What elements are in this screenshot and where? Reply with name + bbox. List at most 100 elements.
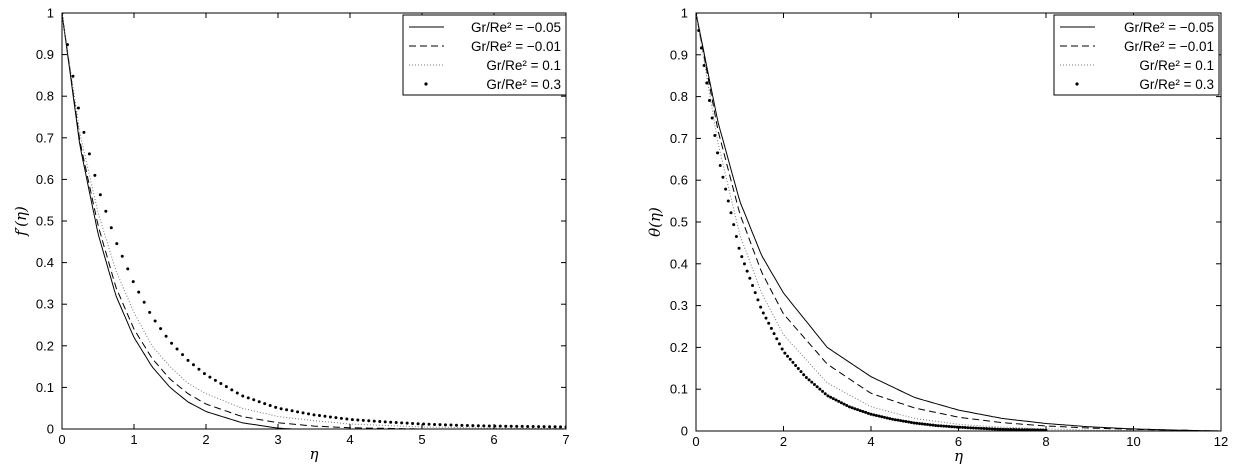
series-3-point — [290, 409, 294, 413]
series-3-point — [411, 421, 415, 425]
series-3-point — [786, 354, 790, 358]
series-3-point — [721, 175, 725, 179]
series-3-point — [1004, 427, 1008, 431]
series-3-point — [71, 74, 75, 78]
x-tick-label: 3 — [274, 432, 281, 447]
series-3-point — [241, 394, 245, 398]
series-3-point — [115, 242, 119, 246]
series-3-point — [740, 255, 744, 259]
y-tick-label: 0.2 — [36, 338, 54, 353]
series-3-point — [990, 427, 994, 431]
series-3-point — [224, 385, 228, 389]
series-3-point — [317, 414, 321, 418]
series-3-point — [939, 424, 943, 428]
series-3-point — [810, 380, 814, 384]
series-3-point — [818, 387, 822, 391]
series-3-point — [961, 425, 965, 429]
y-tick-label: 0 — [681, 424, 688, 439]
y-tick-label: 0.6 — [670, 173, 688, 188]
series-3-point — [885, 416, 889, 420]
series-3-point — [476, 424, 480, 428]
series-3-point — [389, 420, 393, 424]
series-3-point — [847, 405, 851, 409]
series-3-point — [82, 130, 86, 134]
x-tick-label: 4 — [867, 434, 874, 449]
series-3-point — [759, 305, 763, 309]
series-3-point — [872, 413, 876, 417]
series-3-point — [1033, 428, 1037, 431]
series-3-point — [901, 419, 905, 423]
series-3-point — [520, 424, 524, 428]
series-3-point — [120, 254, 124, 258]
series-3-point — [301, 411, 305, 415]
series-3-point — [142, 300, 146, 304]
series-3-point — [515, 424, 519, 428]
y-tick-label: 0.2 — [670, 340, 688, 355]
series-3-point — [438, 423, 442, 427]
series-3-point — [802, 373, 806, 377]
series-3-point — [405, 421, 409, 425]
series-3-point — [737, 246, 741, 250]
series-3-point — [378, 419, 382, 423]
series-3-point — [498, 424, 502, 428]
series-3-point — [966, 426, 970, 430]
series-3-point — [104, 209, 108, 213]
series-3-point — [98, 193, 102, 197]
series-3-point — [987, 427, 991, 431]
legend-marker — [424, 82, 428, 86]
series-3-point — [482, 424, 486, 428]
series-3-point — [807, 378, 811, 382]
series-3-point — [788, 357, 792, 361]
series-3-point — [433, 422, 437, 426]
series-3-point — [899, 419, 903, 423]
series-3-point — [769, 326, 773, 330]
series-3-point — [416, 422, 420, 426]
series-3-point — [307, 412, 311, 416]
series-3-point — [866, 411, 870, 415]
series-3-point — [1041, 428, 1045, 431]
series-3-point — [460, 423, 464, 427]
legend-label: Gr/Re² = 0.3 — [486, 77, 561, 92]
series-3-point — [443, 423, 447, 427]
series-3-point — [1022, 428, 1026, 431]
series-3-point — [246, 396, 250, 400]
x-axis-label: η — [954, 447, 963, 465]
series-3-point — [531, 425, 535, 429]
legend-label: Gr/Re² = 0.1 — [486, 58, 561, 73]
series-3-point — [796, 367, 800, 371]
series-3-point — [559, 425, 563, 429]
series-3-point — [969, 426, 973, 430]
series-3-point — [334, 416, 338, 420]
series-3-point — [777, 342, 781, 346]
chart-velocity-profile: 0 1 2 3 4 5 6 7 0 0.1 0.2 0.3 0.4 0.5 0.6 0.7 0.8 0.9 1 η f′… — [12, 6, 570, 464]
legend-marker — [1075, 82, 1079, 86]
series-3-point — [718, 163, 722, 167]
y-tick-label: 0 — [47, 422, 54, 437]
series-3-point — [76, 106, 80, 110]
series-3-point — [471, 424, 475, 428]
x-tick-label: 8 — [1042, 434, 1049, 449]
series-3-point — [880, 415, 884, 419]
series-3-point — [947, 425, 951, 429]
series-3-point — [974, 426, 978, 430]
chart-temperature-profile: 0 2 4 6 8 10 12 0 0.1 0.2 0.3 0.4 0.5 0.6 0.7 0.8 0.9 1 η θ… — [646, 6, 1228, 466]
series-3-point — [197, 367, 201, 371]
series-3-point — [427, 422, 431, 426]
series-3-point — [716, 151, 720, 155]
series-3-point — [323, 414, 327, 418]
series-3-point — [208, 375, 212, 379]
series-3-point — [202, 372, 206, 376]
series-1-line — [696, 13, 1221, 431]
x-tick-label: 5 — [418, 432, 425, 447]
series-3-point — [553, 425, 557, 429]
series-3-point — [751, 283, 755, 287]
series-3-point — [756, 298, 760, 302]
series-3-point — [745, 269, 749, 273]
series-3-point — [707, 98, 711, 102]
series-3-point — [274, 405, 278, 409]
y-tick-label: 0.5 — [36, 214, 54, 229]
x-tick-label: 6 — [490, 432, 497, 447]
legend-label: Gr/Re² = −0.05 — [471, 20, 561, 35]
y-axis-label: θ(η) — [646, 207, 664, 237]
